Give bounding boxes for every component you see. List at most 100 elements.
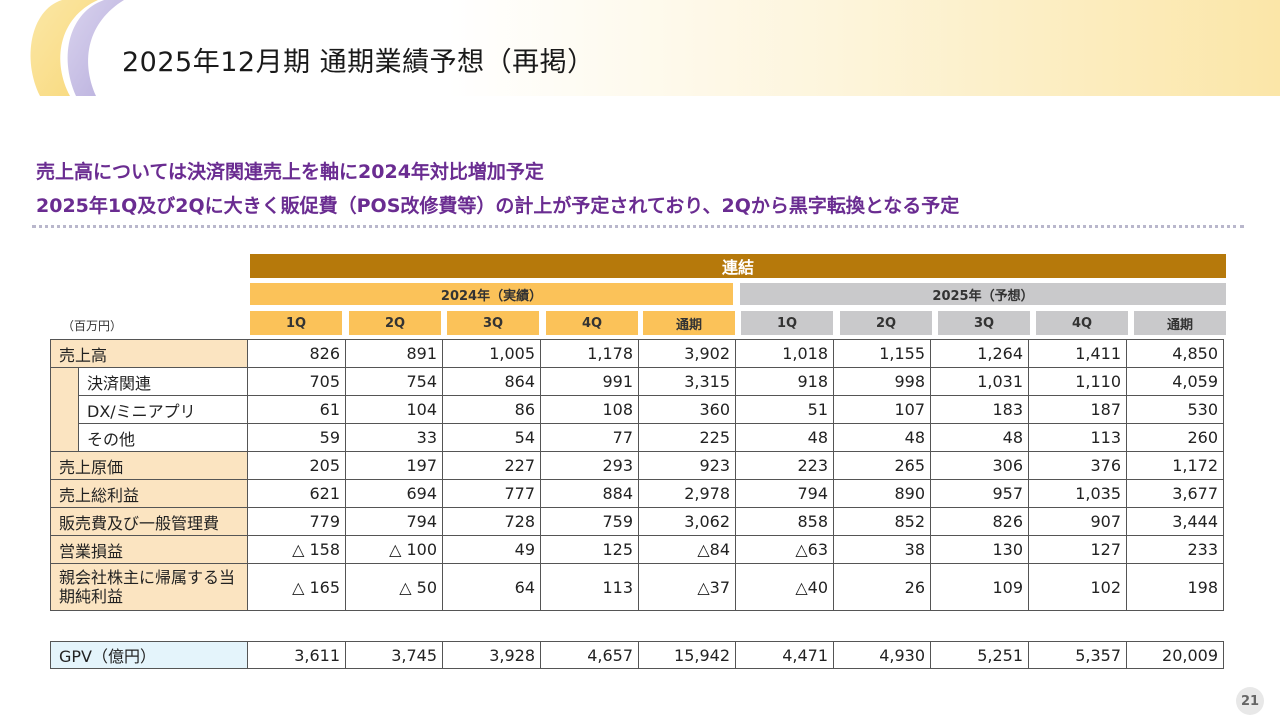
gpv-value-cell: 4,657 <box>540 641 639 669</box>
lead-line-2: 2025年1Q及び2Qに大きく販促費（POS改修費等）の計上が予定されており、2… <box>36 195 960 217</box>
value-cell: 852 <box>833 507 932 536</box>
value-cell: 826 <box>930 507 1030 536</box>
value-cell: 3,444 <box>1126 507 1225 536</box>
column-header: 通期 <box>643 311 735 335</box>
value-cell: 48 <box>833 423 932 452</box>
value-cell: △ 165 <box>247 563 347 611</box>
value-cell: 858 <box>735 507 835 536</box>
value-cell: 864 <box>442 367 542 396</box>
value-cell: 48 <box>930 423 1030 452</box>
value-cell: 260 <box>1126 423 1225 452</box>
column-header: 2Q <box>840 311 932 335</box>
gpv-value-cell: 4,471 <box>735 641 834 669</box>
value-cell: 64 <box>442 563 542 611</box>
value-cell: 205 <box>247 451 347 480</box>
value-cell: △40 <box>735 563 835 611</box>
value-cell: 728 <box>442 507 542 536</box>
value-cell: 918 <box>735 367 835 396</box>
value-cell: 125 <box>540 535 640 564</box>
table-row: 売上高 826 891 1,005 1,178 3,902 1,018 1,155 1,264 1… <box>49 339 1225 368</box>
value-cell: 113 <box>1028 423 1128 452</box>
value-cell: △63 <box>735 535 835 564</box>
value-cell: 1,018 <box>735 339 835 368</box>
results-table: 売上高 826 891 1,005 1,178 3,902 1,018 1,155 1,264 1… <box>49 339 1225 611</box>
value-cell: 187 <box>1028 395 1128 424</box>
column-header: 3Q <box>447 311 539 335</box>
gpv-value-cell: 15,942 <box>638 641 736 669</box>
value-cell: 826 <box>247 339 347 368</box>
value-cell: 107 <box>833 395 932 424</box>
value-cell: 923 <box>638 451 737 480</box>
value-cell: 38 <box>833 535 932 564</box>
value-cell: △84 <box>638 535 737 564</box>
value-cell: 694 <box>345 479 444 508</box>
value-cell: △ 100 <box>345 535 444 564</box>
gpv-label: GPV（億円） <box>50 641 248 669</box>
value-cell: 223 <box>735 451 835 480</box>
page-number: 21 <box>1236 687 1264 715</box>
value-cell: 109 <box>930 563 1030 611</box>
table-row: DX/ミニアプリ 61 104 86 108 360 51 107 183 187 530 <box>50 395 1225 424</box>
value-cell: 794 <box>735 479 835 508</box>
value-cell: 108 <box>540 395 640 424</box>
gpv-table: GPV（億円） 3,611 3,745 3,928 4,657 15,942 4,471 4,… <box>50 641 1224 669</box>
value-cell: 265 <box>833 451 932 480</box>
gpv-value-cell: 20,009 <box>1126 641 1224 669</box>
row-label: DX/ミニアプリ <box>77 395 249 424</box>
value-cell: 3,315 <box>638 367 737 396</box>
value-cell: 48 <box>735 423 835 452</box>
gpv-row: GPV（億円） 3,611 3,745 3,928 4,657 15,942 4,471 4,… <box>50 641 1224 669</box>
indent-cell <box>50 395 79 424</box>
value-cell: 1,155 <box>833 339 932 368</box>
value-cell: 1,172 <box>1126 451 1225 480</box>
value-cell: 991 <box>540 367 640 396</box>
value-cell: 102 <box>1028 563 1128 611</box>
table-row: 親会社株主に帰属する当期純利益 △ 165 △ 50 64 113 △37 △40 26 109… <box>49 563 1225 611</box>
column-header: 通期 <box>1134 311 1226 335</box>
value-cell: 61 <box>247 395 347 424</box>
decorative-arcs <box>30 0 124 96</box>
value-cell: 1,031 <box>930 367 1030 396</box>
value-cell: 306 <box>930 451 1030 480</box>
value-cell: 530 <box>1126 395 1225 424</box>
value-cell: 779 <box>247 507 347 536</box>
gpv-value-cell: 5,251 <box>930 641 1029 669</box>
value-cell: 759 <box>540 507 640 536</box>
value-cell: 49 <box>442 535 542 564</box>
value-cell: 1,411 <box>1028 339 1128 368</box>
column-header: 2Q <box>349 311 441 335</box>
value-cell: 705 <box>247 367 347 396</box>
table-row: 売上総利益 621 694 777 884 2,978 794 890 957 1,035 3,67… <box>49 479 1225 508</box>
group-header-actual: 2024年（実績） <box>250 283 733 305</box>
value-cell: 3,902 <box>638 339 737 368</box>
value-cell: 1,264 <box>930 339 1030 368</box>
table-row: その他 59 33 54 77 225 48 48 48 113 260 <box>50 423 1225 452</box>
row-label: その他 <box>77 423 249 452</box>
value-cell: 998 <box>833 367 932 396</box>
value-cell: 360 <box>638 395 737 424</box>
value-cell: 227 <box>442 451 542 480</box>
value-cell: 1,005 <box>442 339 542 368</box>
row-label: 営業損益 <box>49 535 249 564</box>
column-header: 4Q <box>546 311 638 335</box>
row-label: 売上総利益 <box>49 479 249 508</box>
unit-label: （百万円） <box>62 319 123 333</box>
value-cell: 777 <box>442 479 542 508</box>
indent-cell <box>50 367 79 396</box>
value-cell: 3,677 <box>1126 479 1225 508</box>
value-cell: 794 <box>345 507 444 536</box>
value-cell: 104 <box>345 395 444 424</box>
dotted-separator <box>32 225 1244 228</box>
value-cell: 225 <box>638 423 737 452</box>
value-cell: 233 <box>1126 535 1225 564</box>
value-cell: 130 <box>930 535 1030 564</box>
value-cell: 59 <box>247 423 347 452</box>
gpv-value-cell: 4,930 <box>833 641 931 669</box>
value-cell: 86 <box>442 395 542 424</box>
value-cell: 183 <box>930 395 1030 424</box>
column-header: 3Q <box>938 311 1030 335</box>
value-cell: 376 <box>1028 451 1128 480</box>
row-label: 売上高 <box>49 339 249 368</box>
value-cell: △37 <box>638 563 737 611</box>
value-cell: 293 <box>540 451 640 480</box>
